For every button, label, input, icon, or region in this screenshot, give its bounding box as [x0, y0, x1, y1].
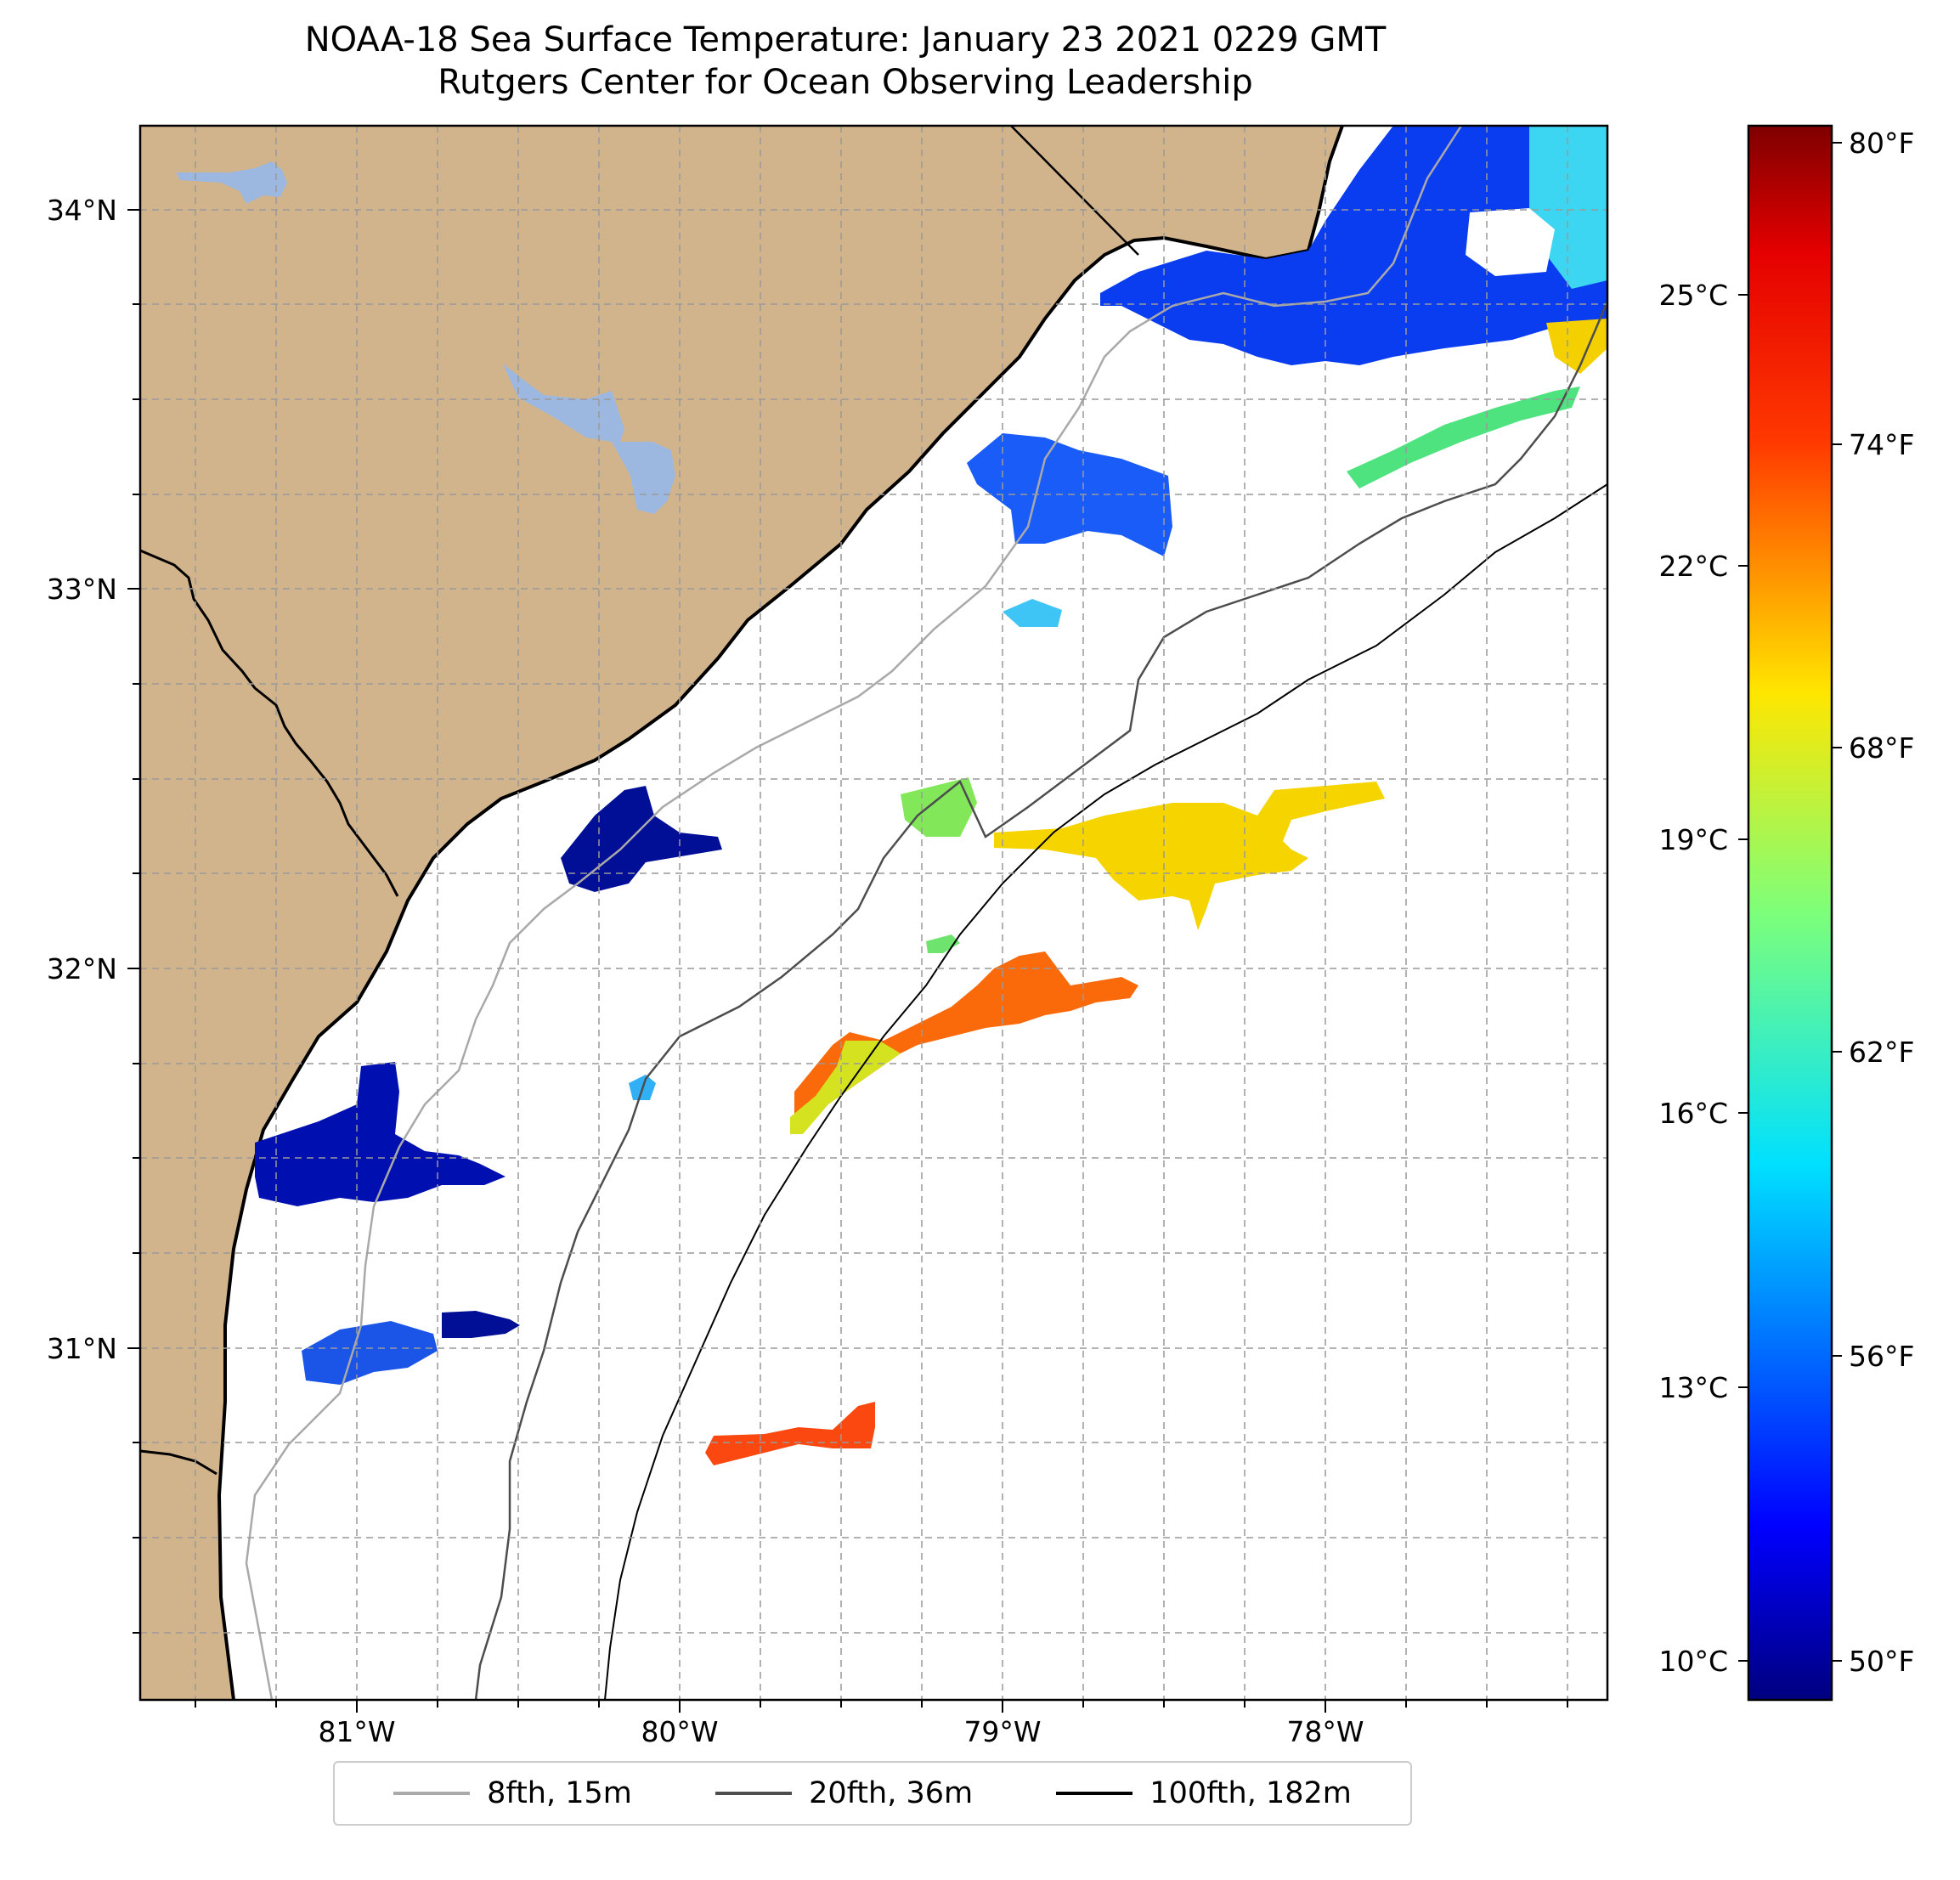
- colorbar-c-22: 22°C: [1658, 550, 1728, 583]
- map-frame: [138, 124, 1609, 1702]
- sst-patch-small-cyan: [1003, 599, 1062, 627]
- legend-label-8fth: 8fth, 15m: [487, 1776, 632, 1810]
- colorbar-f-62: 62°F: [1849, 1036, 1914, 1069]
- colorbar-c-16: 16°C: [1658, 1097, 1728, 1130]
- colorbar-c-25: 25°C: [1658, 279, 1728, 312]
- colorbar-f-50: 50°F: [1849, 1645, 1914, 1678]
- legend-label-100fth: 100fth, 182m: [1149, 1776, 1352, 1810]
- lat-label-31n: 31°N: [47, 1332, 117, 1365]
- gridlines: [140, 126, 1607, 1700]
- legend-item-8fth: 8fth, 15m: [393, 1776, 632, 1810]
- sst-patch-north-white-hole: [1466, 208, 1555, 276]
- title-line-2: Rutgers Center for Ocean Observing Leade…: [438, 63, 1253, 102]
- colorbar-ticks: [1738, 142, 1842, 1662]
- lat-label-32n: 32°N: [47, 952, 117, 985]
- sst-patch-dark-blue-b: [255, 1062, 506, 1206]
- colorbar-f-68: 68°F: [1849, 731, 1914, 765]
- title-line-1: NOAA-18 Sea Surface Temperature: January…: [304, 20, 1387, 59]
- legend-item-20fth: 20fth, 36m: [715, 1776, 973, 1810]
- legend-item-100fth: 100fth, 182m: [1056, 1776, 1352, 1810]
- sst-patch-yellow-green: [790, 1041, 901, 1134]
- sst-patch-dark-blue-c: [442, 1311, 520, 1338]
- sst-patch-north-yellow: [1546, 319, 1607, 374]
- lake-moultrie: [503, 364, 675, 514]
- colorbar-c-13: 13°C: [1658, 1371, 1728, 1404]
- sst-patch-green-a: [901, 777, 977, 837]
- contour-100fth: [604, 483, 1607, 1700]
- sst-patch-north-blue: [1100, 126, 1607, 365]
- sst-data: [255, 126, 1607, 1465]
- legend-line-20fth: [715, 1792, 793, 1795]
- contour-legend: 8fth, 15m 20fth, 36m 100fth, 182m: [333, 1761, 1412, 1826]
- state-border-ga-fl: [140, 1449, 217, 1476]
- lat-label-34n: 34°N: [47, 194, 117, 227]
- colorbar: 25°C 22°C 19°C 16°C 13°C 10°C 80°F 74°F …: [1658, 124, 1914, 1702]
- map-ticks: [127, 209, 1568, 1713]
- colorbar-f-80: 80°F: [1849, 127, 1914, 160]
- colorbar-f-56: 56°F: [1849, 1340, 1914, 1373]
- sst-patch-small-green: [926, 934, 960, 953]
- lon-label-81w: 81°W: [318, 1715, 395, 1748]
- lon-label-80w: 80°W: [641, 1715, 718, 1748]
- lon-label-79w: 79°W: [963, 1715, 1041, 1748]
- contour-20fth: [474, 301, 1607, 1700]
- colorbar-c-10: 10°C: [1658, 1645, 1728, 1678]
- legend-label-20fth: 20fth, 36m: [809, 1776, 974, 1810]
- land-mass: [140, 126, 1342, 1700]
- map-plot-area: [140, 126, 1607, 1700]
- legend-line-100fth: [1056, 1792, 1133, 1795]
- colorbar-c-19: 19°C: [1658, 823, 1728, 856]
- sst-patch-yellow-big: [994, 782, 1385, 930]
- legend-line-8fth: [393, 1792, 471, 1795]
- sst-patch-green-streak: [1347, 387, 1580, 488]
- state-border-nc-sc: [1010, 126, 1139, 256]
- sst-patch-blue-c: [302, 1321, 438, 1385]
- sst-patch-orange-big: [794, 951, 1138, 1121]
- colorbar-gradient: [1747, 124, 1833, 1702]
- state-border-sc-ga: [140, 549, 399, 897]
- colorbar-f-74: 74°F: [1849, 428, 1914, 461]
- contour-8fth: [245, 126, 1463, 1700]
- lake-marion: [176, 161, 287, 204]
- lat-label-33n: 33°N: [47, 573, 117, 606]
- map-title: NOAA-18 Sea Surface Temperature: January…: [93, 19, 1597, 104]
- sst-patch-orange-south: [705, 1402, 875, 1465]
- lon-label-78w: 78°W: [1286, 1715, 1364, 1748]
